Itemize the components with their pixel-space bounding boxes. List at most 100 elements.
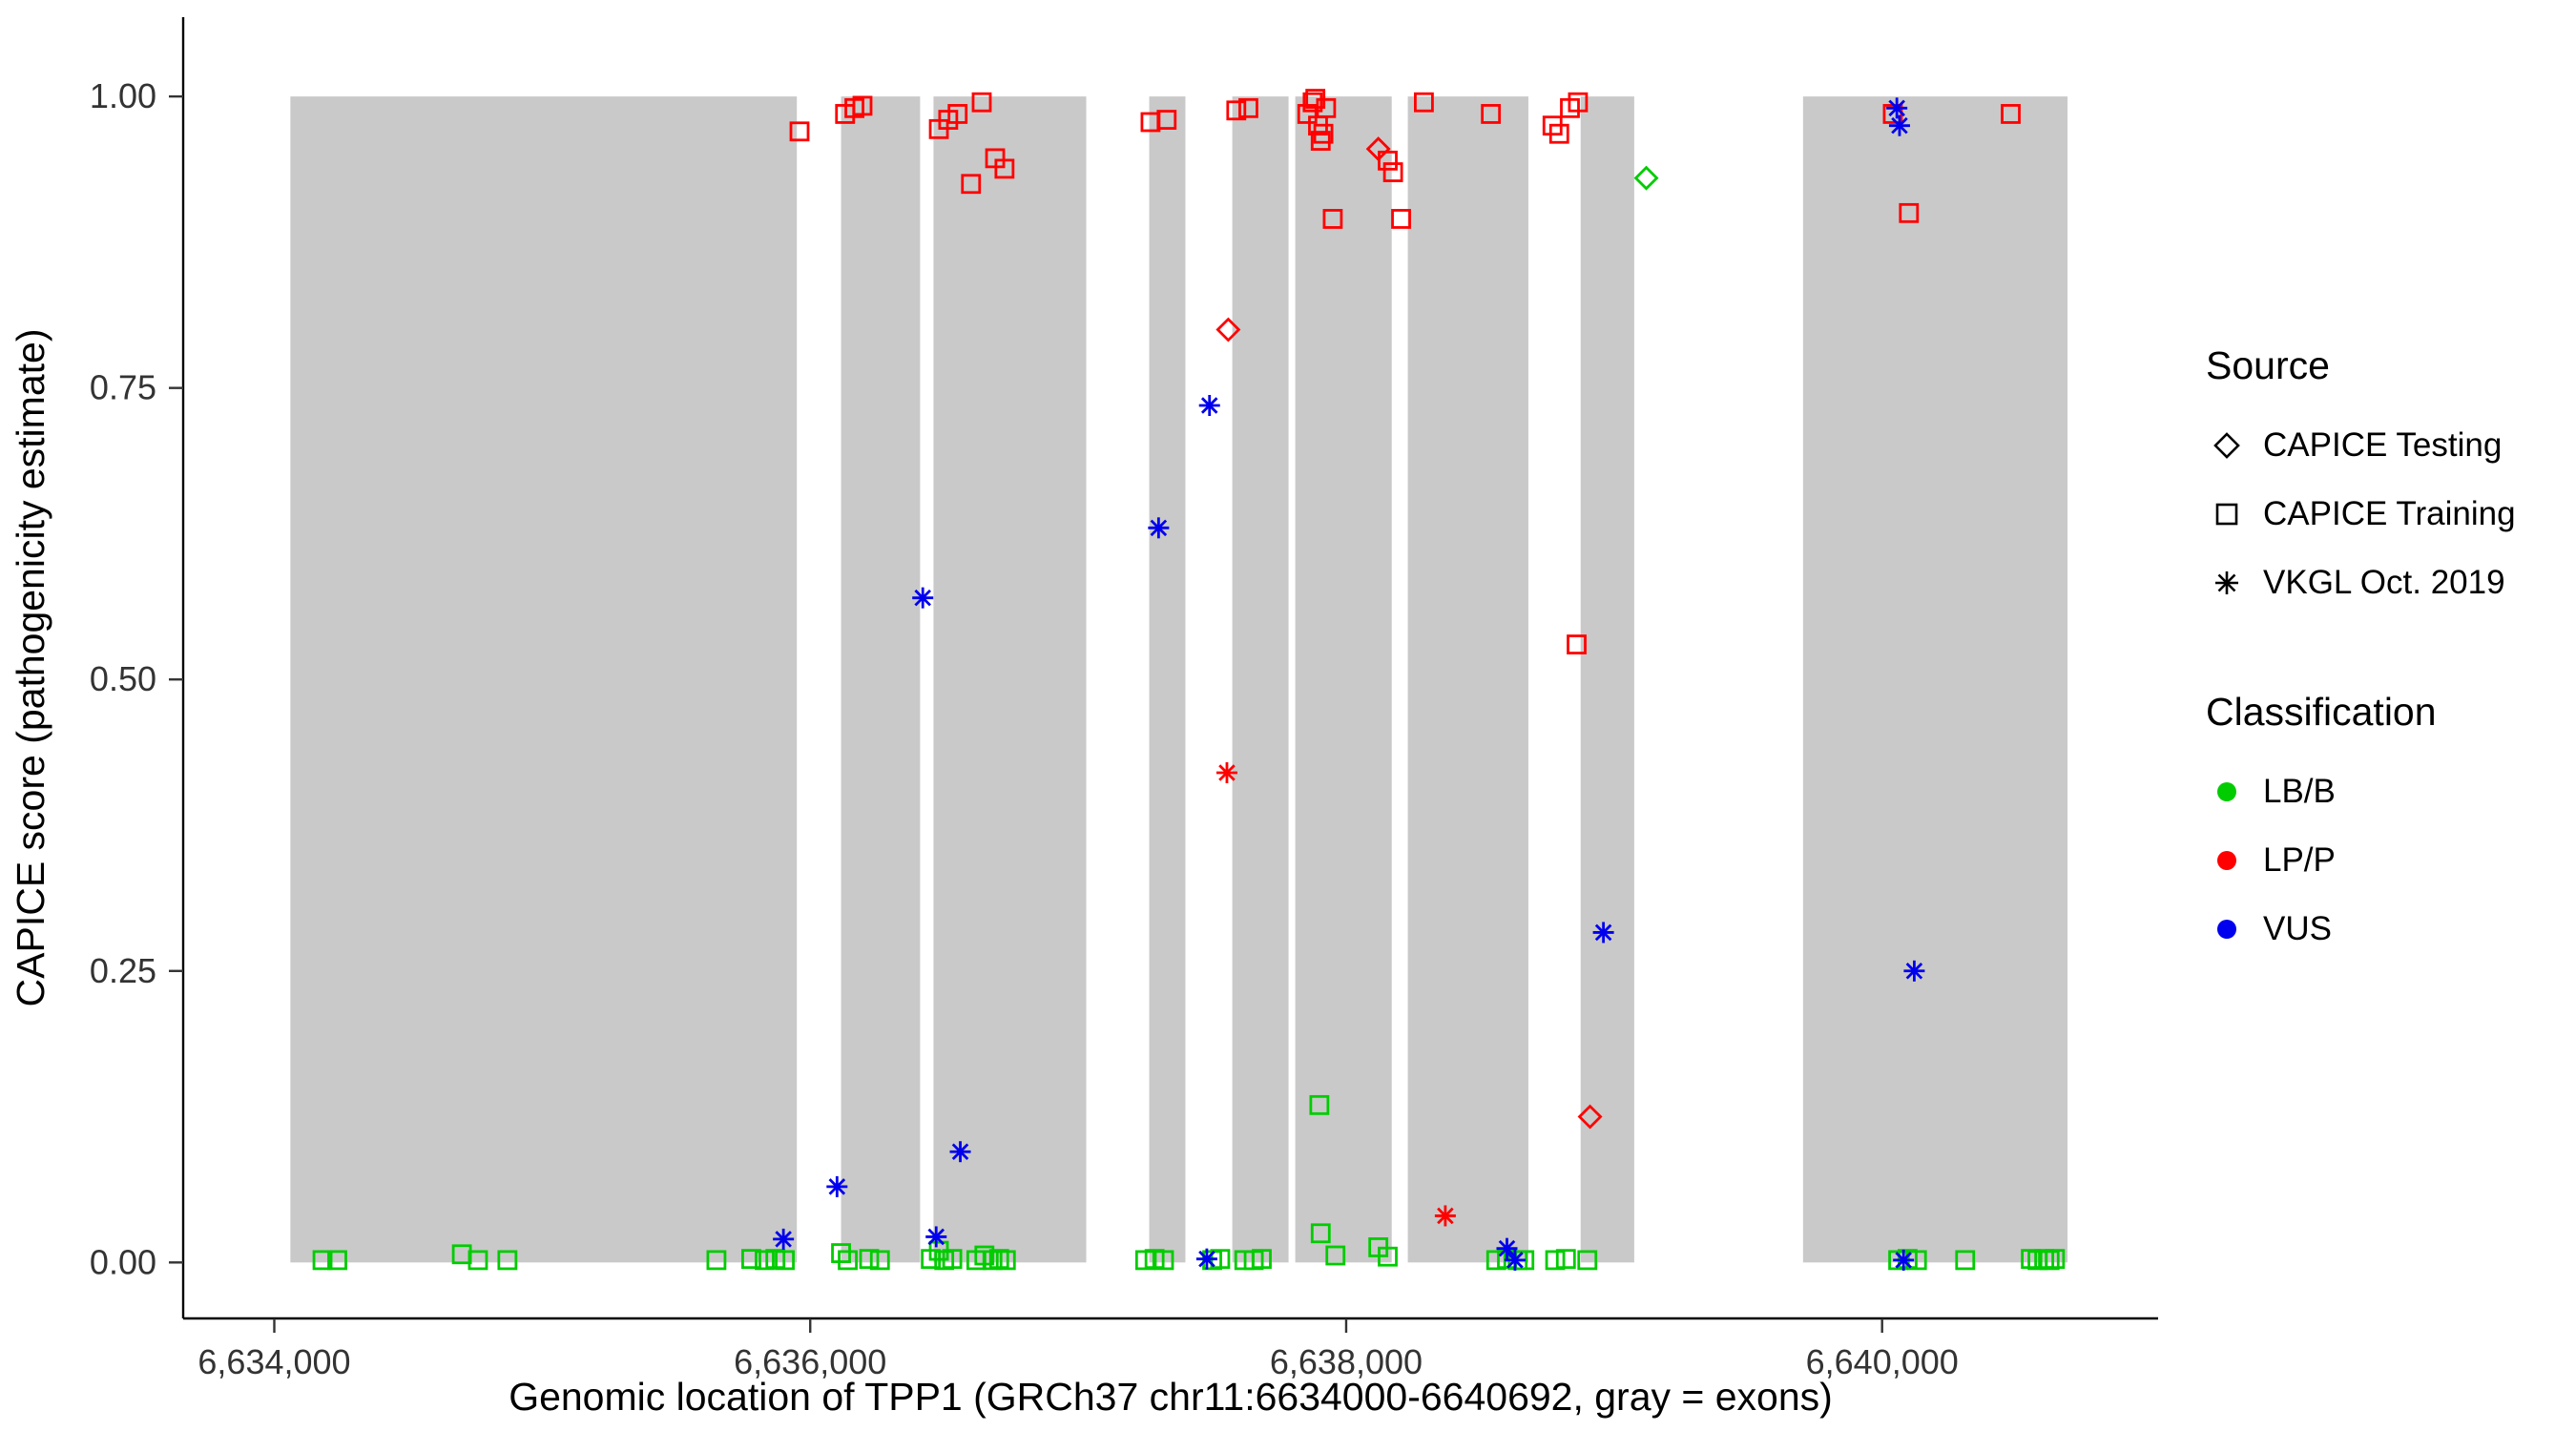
data-point: [1886, 97, 1908, 119]
y-tick-label: 0.25: [90, 951, 156, 990]
data-point: [1391, 209, 1411, 229]
legend-label-capice-training: CAPICE Training: [2263, 495, 2516, 532]
exon-band: [1580, 96, 1634, 1263]
data-point: [2215, 503, 2238, 526]
data-point: [1238, 97, 1258, 118]
data-point: [1316, 97, 1337, 118]
x-tick-label: 6,638,000: [1270, 1342, 1423, 1381]
legend-item-capice-testing: CAPICE Testing: [2206, 411, 2516, 480]
data-point: [1302, 92, 1323, 113]
data-point: [831, 1243, 851, 1263]
data-point: [773, 1228, 795, 1250]
legend-label-capice-testing: CAPICE Testing: [2263, 426, 2503, 464]
asterisk-icon: [2215, 571, 2238, 594]
legend-label-lbb: LB/B: [2263, 773, 2336, 810]
data-point: [1252, 1249, 1272, 1270]
legend-source: Source CAPICE Testing CAPICE Training VK…: [2206, 343, 2516, 617]
data-point: [789, 121, 810, 142]
legend-classification: Classification LB/B LP/P VUS: [2206, 690, 2516, 964]
data-point: [1313, 123, 1334, 144]
data-point: [467, 1250, 488, 1271]
y-tick-label: 0.75: [90, 368, 156, 407]
legend-item-capice-training: CAPICE Training: [2206, 480, 2516, 549]
data-point: [1434, 1205, 1456, 1227]
data-point: [1899, 202, 1920, 223]
legend: Source CAPICE Testing CAPICE Training VK…: [2206, 343, 2516, 964]
data-point: [1548, 123, 1569, 144]
data-point: [1215, 762, 1237, 783]
y-tick-label: 0.50: [90, 659, 156, 698]
data-point: [1148, 517, 1170, 539]
data-point: [961, 174, 982, 195]
data-point: [497, 1250, 518, 1271]
data-point: [971, 92, 992, 113]
data-point: [994, 158, 1015, 179]
legend-source-title: Source: [2206, 343, 2330, 387]
data-point: [2217, 920, 2236, 939]
data-point: [925, 1226, 947, 1248]
legend-item-lbb: LB/B: [2206, 757, 2516, 826]
exon-band: [1295, 96, 1392, 1263]
data-point: [947, 104, 968, 124]
data-point: [1567, 634, 1587, 654]
data-point: [1633, 165, 1659, 191]
data-point: [2213, 432, 2240, 459]
data-point: [995, 1250, 1016, 1271]
data-point: [1893, 1249, 1915, 1271]
data-point: [2217, 782, 2236, 801]
data-point: [1568, 92, 1589, 113]
data-point: [1481, 104, 1502, 124]
data-point: [706, 1250, 727, 1271]
data-point: [1325, 1245, 1346, 1266]
x-tick-label: 6,634,000: [197, 1342, 350, 1381]
data-points: [312, 89, 2066, 1271]
data-point: [852, 95, 873, 116]
exon-band: [1149, 96, 1186, 1263]
data-point: [826, 1175, 848, 1197]
green-dot-icon: [2217, 782, 2236, 801]
data-point: [912, 587, 934, 609]
data-point: [942, 1249, 963, 1270]
exon-bands: [290, 96, 2068, 1263]
data-point: [859, 1249, 880, 1270]
data-point: [2215, 571, 2238, 594]
data-point: [775, 1250, 795, 1271]
data-point: [1378, 1246, 1398, 1267]
data-point: [1504, 1249, 1526, 1271]
x-tick-label: 6,636,000: [734, 1342, 886, 1381]
data-point: [1414, 92, 1434, 113]
data-point: [1365, 136, 1391, 162]
axes: 6,634,000 6,636,000 6,638,000 6,640,000 0.00…: [90, 17, 2158, 1381]
exon-band: [1232, 96, 1289, 1263]
data-point: [312, 1250, 333, 1271]
data-point: [1577, 1104, 1603, 1130]
legend-item-vkgl: VKGL Oct. 2019: [2206, 549, 2516, 617]
data-point: [1198, 395, 1220, 416]
data-point: [1496, 1237, 1518, 1259]
square-icon: [2215, 503, 2238, 526]
blue-dot-icon: [2217, 920, 2236, 939]
exon-band: [933, 96, 1087, 1263]
legend-item-vus: VUS: [2206, 895, 2516, 964]
data-point: [1545, 1250, 1566, 1271]
data-point: [1156, 110, 1177, 130]
data-point: [1378, 150, 1398, 171]
legend-label-lpp: LP/P: [2263, 841, 2336, 879]
exon-band: [290, 96, 798, 1263]
data-point: [1153, 1250, 1174, 1271]
data-point: [1577, 1250, 1598, 1271]
data-point: [1195, 1248, 1217, 1270]
data-point: [1226, 100, 1247, 121]
legend-item-lpp: LP/P: [2206, 826, 2516, 895]
data-point: [327, 1250, 347, 1271]
data-point: [1310, 131, 1331, 151]
data-point: [1555, 1249, 1576, 1270]
exon-band: [1407, 96, 1528, 1263]
x-tick-label: 6,640,000: [1806, 1342, 1959, 1381]
y-tick-label: 0.00: [90, 1242, 156, 1281]
data-point: [2217, 851, 2236, 870]
data-point: [1955, 1250, 1976, 1271]
data-point: [1322, 209, 1343, 229]
data-point: [1310, 1223, 1331, 1244]
